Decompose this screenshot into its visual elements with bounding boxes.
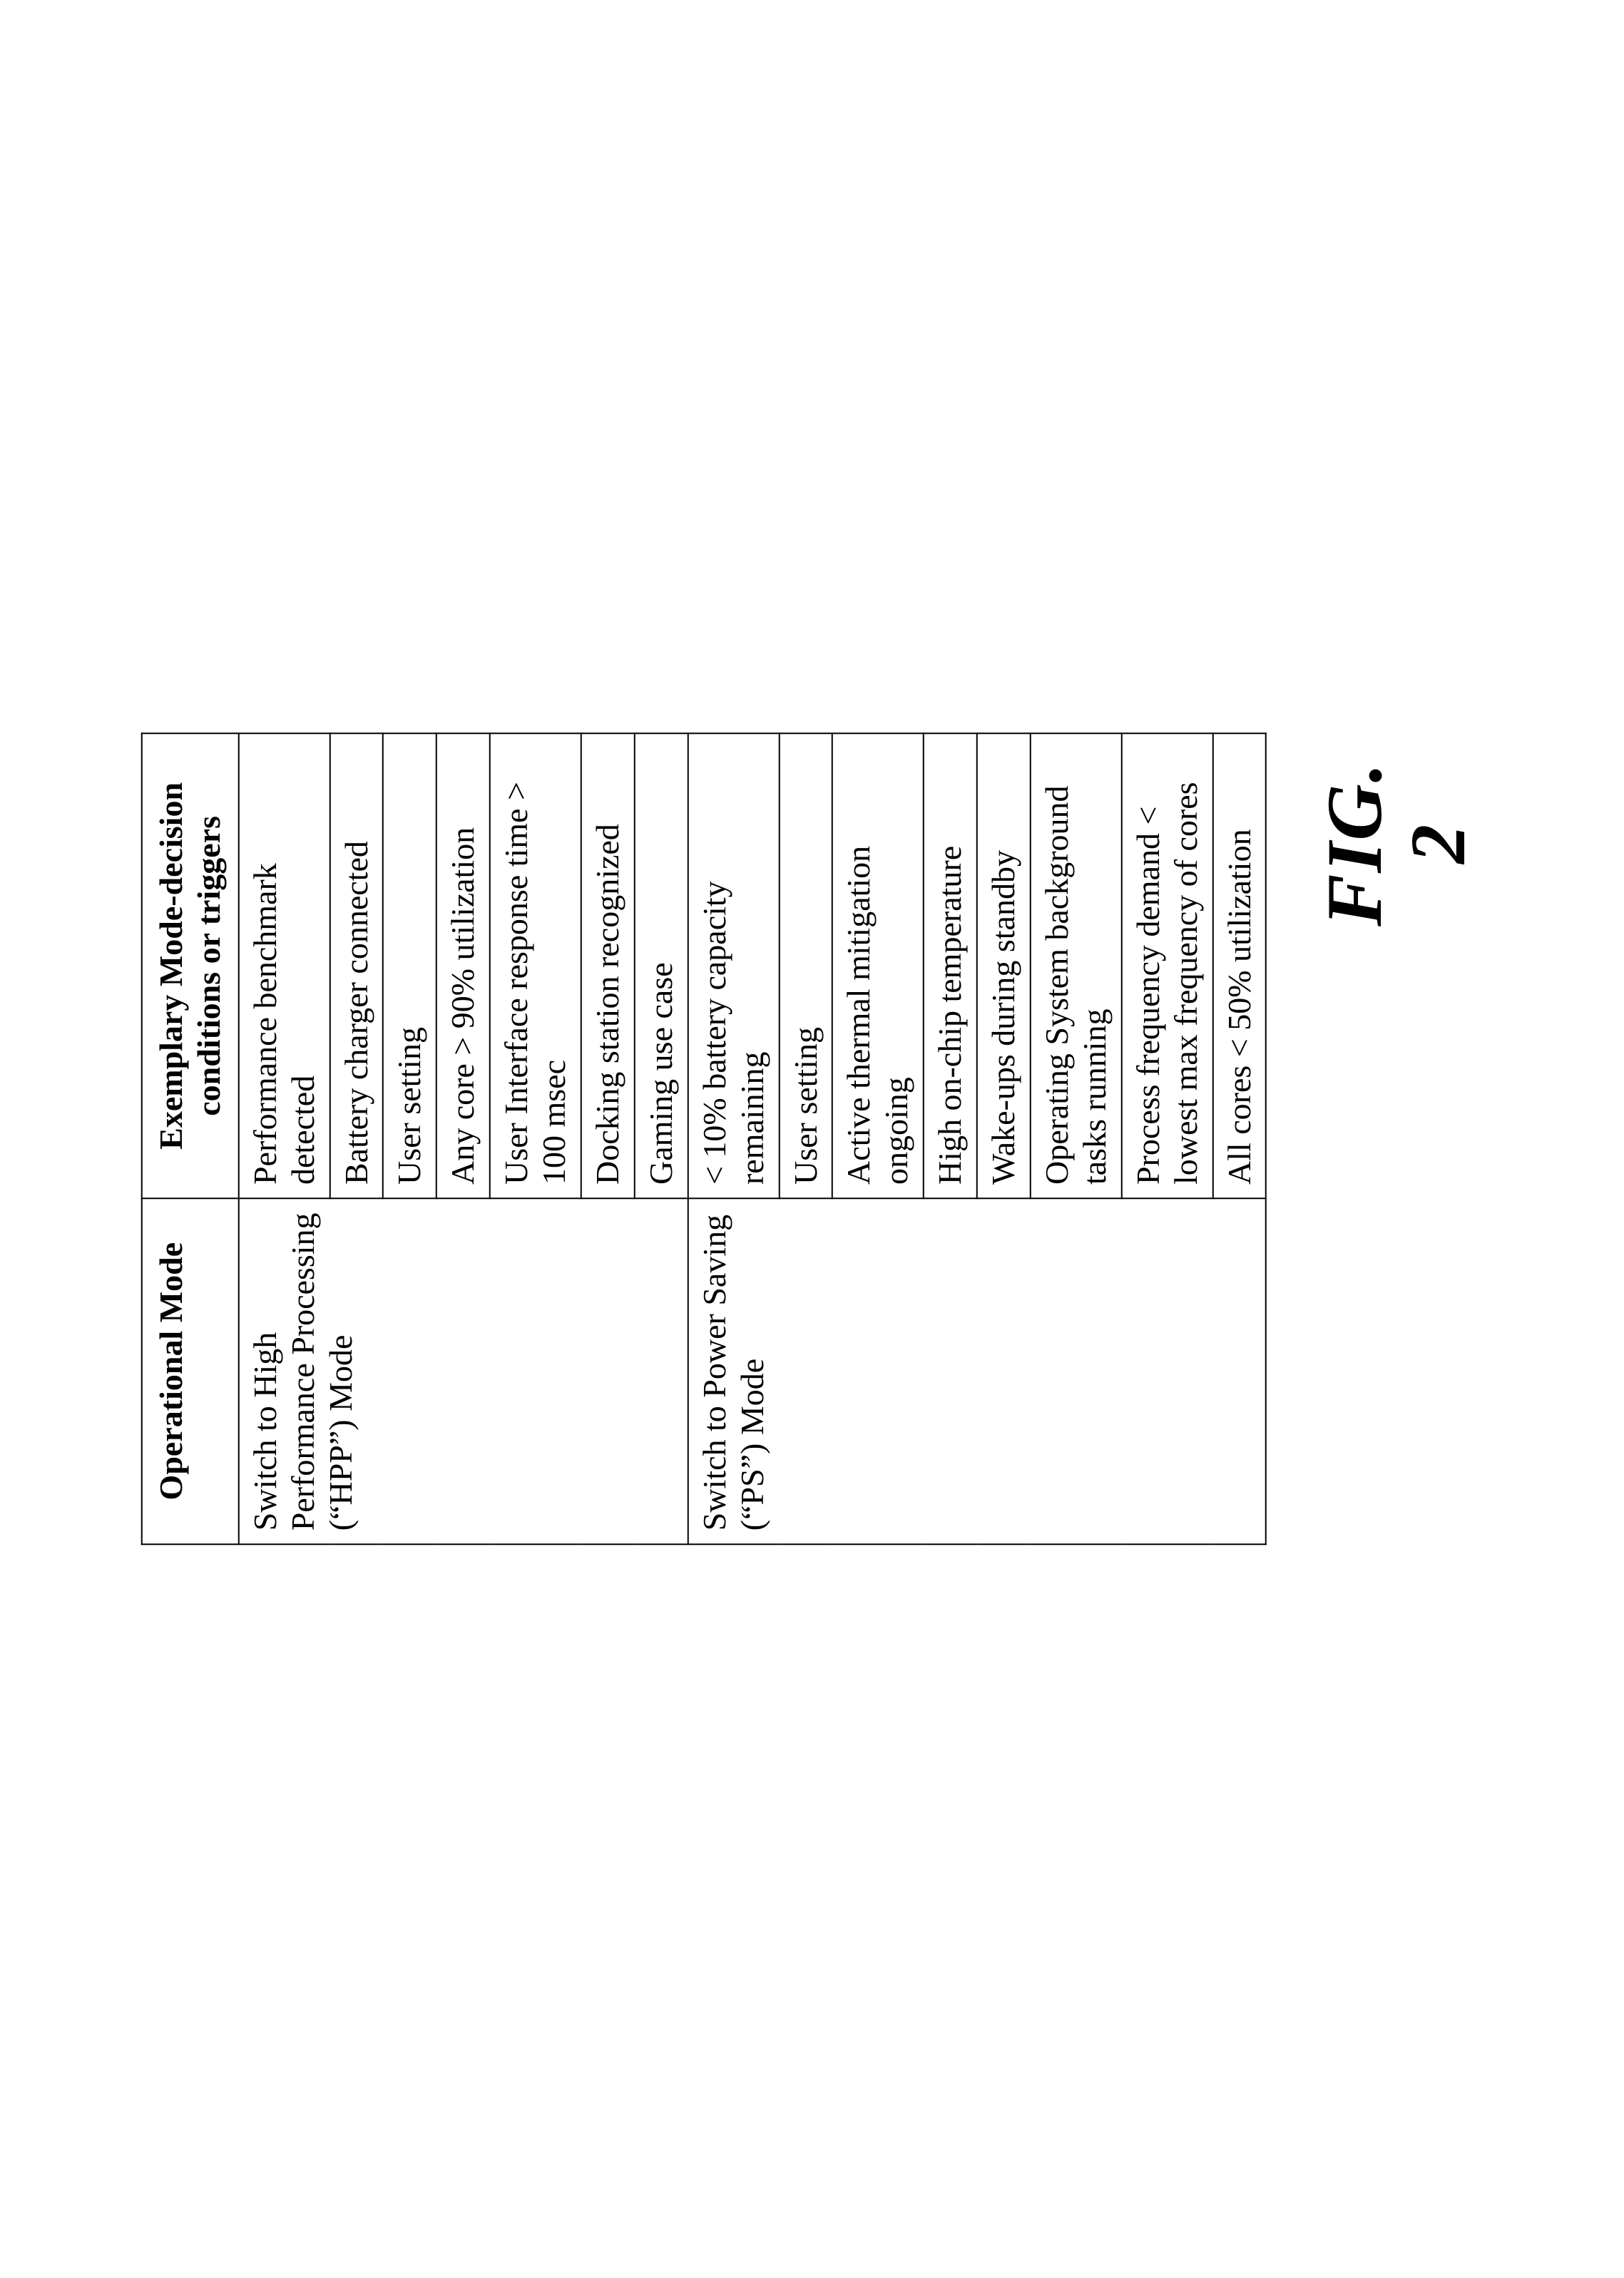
table-body: Switch to High Performance Processing (“… [238,734,1266,1545]
header-triggers: Exemplary Mode-decision conditions or tr… [141,734,238,1198]
trigger-cell: High on-chip temperature [924,734,977,1198]
table-row: Switch to Power Saving (“PS”) Mode < 10%… [688,734,779,1545]
mode-cell-ps: Switch to Power Saving (“PS”) Mode [688,1198,1266,1544]
trigger-cell: Docking station recognized [581,734,634,1198]
header-mode: Operational Mode [141,1198,238,1544]
trigger-cell: Process frequency demand < lowest max fr… [1121,734,1212,1198]
trigger-cell: All cores < 50% utilization [1212,734,1266,1198]
trigger-cell: Active thermal mitigation ongoing [832,734,924,1198]
table-header-row: Operational Mode Exemplary Mode-decision… [141,734,238,1545]
rotated-content: Operational Mode Exemplary Mode-decision… [141,733,1483,1546]
figure-label: FIG. 2 [1309,762,1483,926]
trigger-cell: Any core > 90% utilization [436,734,490,1198]
trigger-cell: Wake-ups during standby [976,734,1030,1198]
trigger-cell: User setting [779,734,832,1198]
figure-label-line1: FIG. [1309,762,1400,926]
figure-label-line2: 2 [1393,762,1483,926]
mode-cell-hpp: Switch to High Performance Processing (“… [238,1198,688,1544]
trigger-cell: User Interface response time > 100 msec [489,734,581,1198]
trigger-cell: < 10% battery capacity remaining [688,734,779,1198]
table-row: Switch to High Performance Processing (“… [238,734,330,1545]
trigger-cell: User setting [383,734,436,1198]
modes-table: Operational Mode Exemplary Mode-decision… [141,733,1266,1546]
trigger-cell: Performance benchmark detected [238,734,330,1198]
trigger-cell: Battery charger connected [330,734,383,1198]
trigger-cell: Operating System background tasks runnin… [1030,734,1121,1198]
trigger-cell: Gaming use case [634,734,688,1198]
page: Operational Mode Exemplary Mode-decision… [0,0,1624,2278]
